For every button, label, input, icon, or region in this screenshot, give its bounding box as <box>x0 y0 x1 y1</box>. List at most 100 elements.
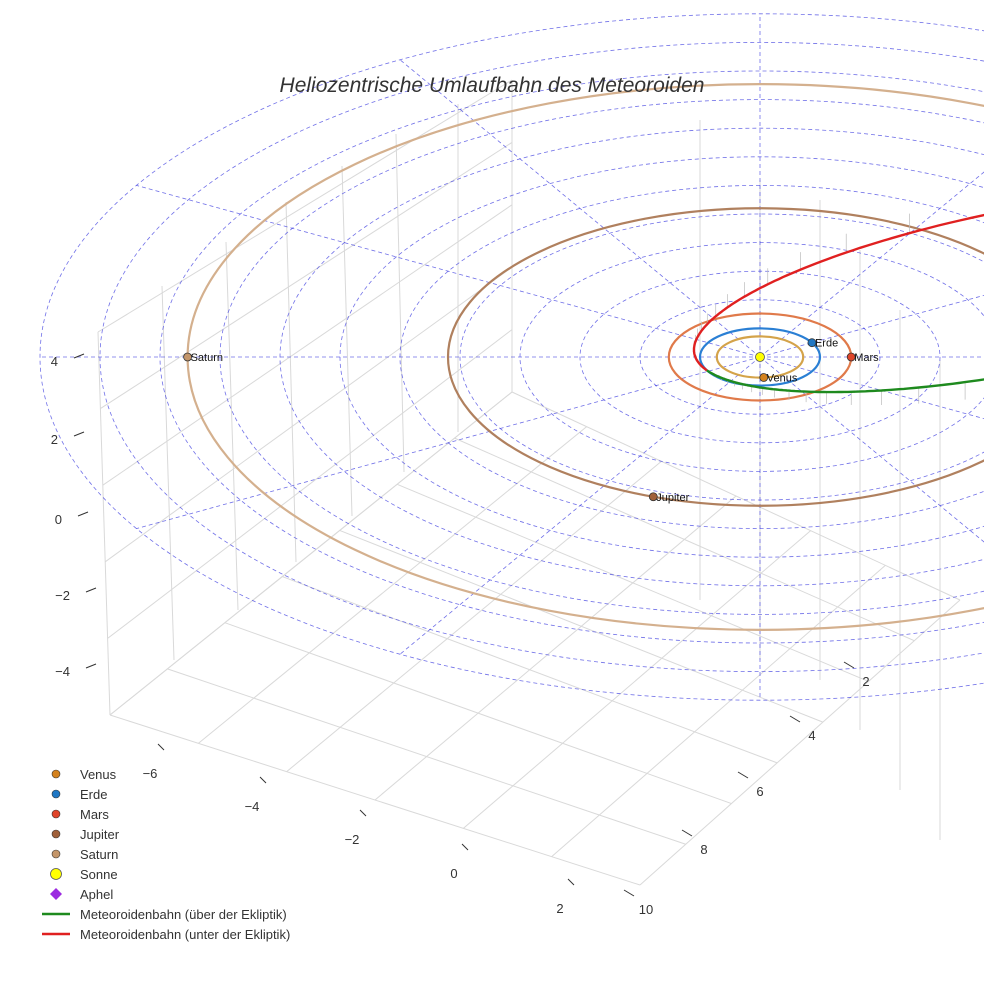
legend-symbol-icon <box>38 764 74 784</box>
legend-label: Meteoroidenbahn (unter der Ekliptik) <box>80 926 291 942</box>
z-tick <box>77 511 89 517</box>
ecliptic-spoke <box>759 294 984 358</box>
legend-label: Meteoroidenbahn (über der Ekliptik) <box>80 906 287 922</box>
planet-saturn <box>183 352 193 362</box>
ecliptic-grid <box>39 13 984 701</box>
wall-grid-line <box>102 204 513 486</box>
axis-box <box>97 79 961 886</box>
y-tick-label: 2 <box>862 674 869 689</box>
z-tick-label: −4 <box>55 664 70 679</box>
legend-item[interactable]: Mars <box>38 804 290 824</box>
planet-jupiter <box>648 492 658 502</box>
meteoroid-orbit-above <box>706 369 984 394</box>
z-tick-label: 0 <box>55 512 62 527</box>
wall-grid-line <box>100 141 513 410</box>
x-tick <box>259 776 267 784</box>
ecliptic-spoke <box>759 356 984 543</box>
ecliptic-ring <box>159 70 984 644</box>
wall-grid-line <box>341 165 353 517</box>
x-tick-label: 2 <box>556 901 563 916</box>
floor-grid-line <box>463 530 811 829</box>
z-tick-label: 4 <box>51 354 58 369</box>
x-tick-label: −4 <box>245 799 260 814</box>
y-tick <box>681 829 693 837</box>
orbit-jupiter <box>446 207 984 507</box>
legend-item[interactable]: Sonne <box>38 864 290 884</box>
x-tick-label: 0 <box>450 866 457 881</box>
y-tick <box>789 715 801 723</box>
planet-label-mars: Mars <box>854 352 879 364</box>
legend-label: Erde <box>80 786 108 802</box>
x-tick-label: −6 <box>143 766 158 781</box>
legend-label: Aphel <box>80 886 114 902</box>
orbit-erde <box>698 327 822 387</box>
legend-symbol-icon <box>38 864 74 884</box>
ecliptic-spoke <box>399 59 761 358</box>
floor-grid-line <box>198 426 587 744</box>
x-tick-label: −2 <box>345 832 360 847</box>
z-tick <box>85 663 97 669</box>
legend-item[interactable]: Saturn <box>38 844 290 864</box>
wall-grid-line <box>104 266 513 563</box>
floor-grid-line <box>374 495 737 801</box>
planet-mars <box>846 352 856 362</box>
wall-grid-line <box>97 331 111 716</box>
y-tick-label: 4 <box>808 728 815 743</box>
legend-symbol-icon <box>38 924 74 944</box>
legend-item[interactable]: Venus <box>38 764 290 784</box>
legend-item[interactable]: Erde <box>38 784 290 804</box>
z-tick-label: −2 <box>55 588 70 603</box>
y-tick-label: 8 <box>700 842 707 857</box>
legend-symbol-icon <box>38 824 74 844</box>
wall-grid-line <box>161 285 175 661</box>
legend-symbol-icon <box>38 784 74 804</box>
x-tick <box>157 743 165 751</box>
x-tick <box>461 843 469 851</box>
wall-grid-line <box>285 201 297 563</box>
planet-venus <box>759 373 769 382</box>
planet-label-saturn: Saturn <box>191 352 223 364</box>
legend-label: Sonne <box>80 866 118 882</box>
ecliptic-spoke <box>399 356 761 655</box>
ecliptic-ring <box>99 42 984 672</box>
floor-grid-line <box>551 564 886 858</box>
y-tick-label: 10 <box>639 902 653 917</box>
ecliptic-spoke <box>136 356 761 529</box>
y-tick <box>737 771 749 779</box>
legend-symbol-icon <box>38 844 74 864</box>
z-tick <box>73 353 85 359</box>
sun-marker <box>755 352 765 362</box>
legend-item[interactable]: Meteoroidenbahn (über der Ekliptik) <box>38 904 290 924</box>
floor-grid-line <box>109 391 513 716</box>
x-tick <box>567 878 575 886</box>
legend-item[interactable]: Jupiter <box>38 824 290 844</box>
legend-item[interactable]: Meteoroidenbahn (unter der Ekliptik) <box>38 924 290 944</box>
legend-label: Jupiter <box>80 826 120 842</box>
y-tick <box>843 661 855 669</box>
planet-erde <box>807 338 817 348</box>
y-tick <box>623 889 635 897</box>
legend-symbol-icon <box>38 804 74 824</box>
legend: Venus Erde Mars Jupiter Saturn Sonne Aphel Mete… <box>38 764 290 944</box>
x-tick <box>359 809 367 817</box>
wall-grid-line <box>395 133 405 473</box>
z-tick-label: 2 <box>51 432 58 447</box>
z-tick <box>85 587 97 593</box>
legend-item[interactable]: Aphel <box>38 884 290 904</box>
legend-label: Venus <box>80 766 117 782</box>
ecliptic-spoke <box>759 171 984 358</box>
floor-grid-line <box>639 599 961 886</box>
meteoroid-orbit <box>692 213 984 394</box>
ecliptic-spoke <box>136 185 761 358</box>
planet-label-jupiter: Jupiter <box>656 492 689 504</box>
meteoroid-orbit-below <box>692 213 984 372</box>
floor-grid-line <box>286 460 662 773</box>
chart-title: Heliozentrische Umlaufbahn des Meteoroid… <box>279 74 705 97</box>
wall-grid-line <box>107 329 513 639</box>
wall-grid-line <box>97 79 513 333</box>
z-tick <box>73 431 85 437</box>
legend-symbol-icon <box>38 904 74 924</box>
legend-label: Saturn <box>80 846 119 862</box>
wall-grid-line <box>225 241 239 611</box>
